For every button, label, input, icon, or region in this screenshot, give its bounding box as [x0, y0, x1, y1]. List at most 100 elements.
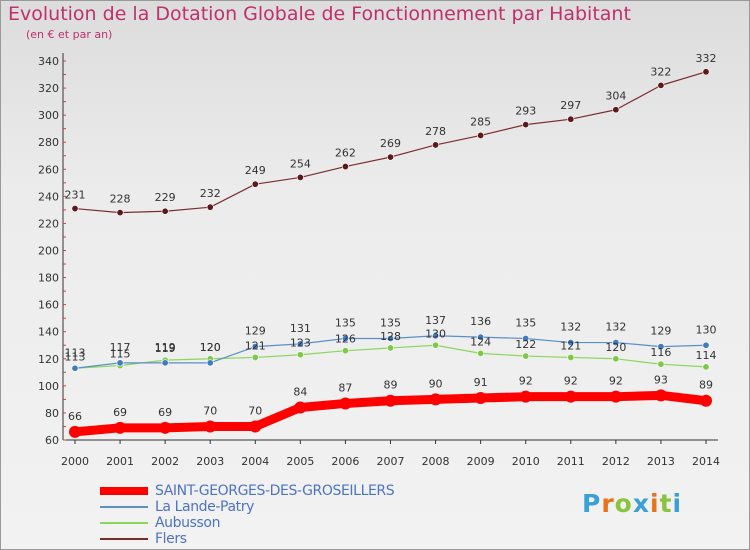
- data-point: [612, 106, 620, 114]
- data-point: [341, 163, 349, 171]
- data-label: 69: [158, 406, 172, 419]
- legend-swatch-aubusson: [100, 522, 148, 524]
- y-tick-label: 340: [38, 55, 59, 68]
- data-label: 249: [245, 164, 266, 177]
- data-label: 89: [699, 379, 713, 392]
- data-label: 229: [155, 191, 176, 204]
- data-point: [71, 364, 79, 372]
- y-tick-label: 100: [38, 380, 59, 393]
- data-label: 117: [110, 341, 131, 354]
- data-label: 135: [335, 316, 356, 329]
- data-point: [251, 180, 259, 188]
- data-label: 130: [696, 323, 717, 336]
- data-point: [657, 81, 665, 89]
- data-label: 132: [560, 321, 581, 334]
- logo-letter: i: [672, 489, 683, 518]
- x-tick-label: 2014: [692, 455, 720, 468]
- legend-label-la-lande-patry: La Lande-Patry: [155, 499, 254, 515]
- data-label: 70: [248, 404, 262, 417]
- data-point: [612, 355, 620, 363]
- y-tick-label: 140: [38, 326, 59, 339]
- data-label: 293: [515, 105, 536, 118]
- data-label: 129: [245, 325, 266, 338]
- data-point: [702, 341, 710, 349]
- x-tick-label: 2012: [602, 455, 630, 468]
- data-label: 114: [696, 349, 717, 362]
- data-point: [477, 131, 485, 139]
- data-label: 89: [384, 379, 398, 392]
- data-label: 92: [519, 375, 533, 388]
- data-point: [519, 390, 532, 403]
- x-tick-label: 2009: [467, 455, 495, 468]
- data-label: 254: [290, 157, 311, 170]
- data-label: 297: [560, 99, 581, 112]
- legend-label-saint-georges: SAINT-GEORGES-DES-GROSEILLERS: [155, 483, 395, 499]
- y-tick-label: 300: [38, 109, 59, 122]
- data-point: [386, 344, 394, 352]
- logo-letter: P: [582, 489, 602, 518]
- data-point: [700, 394, 712, 407]
- data-point: [251, 353, 259, 361]
- data-point: [522, 352, 530, 360]
- logo-letter: r: [601, 489, 615, 518]
- data-point: [206, 359, 214, 367]
- data-point: [116, 359, 124, 367]
- data-label: 135: [515, 316, 536, 329]
- data-label: 93: [654, 373, 668, 386]
- data-label: 269: [380, 137, 401, 150]
- x-tick-label: 2010: [512, 455, 540, 468]
- data-point: [477, 349, 485, 357]
- data-label: 70: [203, 404, 217, 417]
- data-point: [564, 390, 577, 403]
- data-point: [386, 153, 394, 161]
- data-label: 113: [65, 350, 86, 363]
- y-tick-label: 180: [38, 272, 59, 285]
- data-point: [296, 351, 304, 359]
- data-label: 285: [470, 115, 491, 128]
- x-tick-label: 2005: [286, 455, 314, 468]
- data-label: 132: [605, 321, 626, 334]
- legend-swatch-saint-georges: [100, 487, 148, 495]
- data-point: [657, 360, 665, 368]
- y-tick-label: 260: [38, 163, 59, 176]
- y-tick-label: 120: [38, 353, 59, 366]
- y-tick-label: 80: [45, 407, 59, 420]
- data-point: [161, 207, 169, 215]
- data-point: [432, 332, 440, 340]
- data-point: [612, 339, 620, 347]
- data-point: [339, 397, 352, 410]
- data-point: [432, 341, 440, 349]
- data-point: [567, 353, 575, 361]
- data-point: [341, 334, 349, 342]
- data-label: 119: [155, 342, 176, 355]
- legend-label-aubusson: Aubusson: [155, 515, 221, 531]
- data-label: 120: [200, 341, 221, 354]
- data-label: 124: [470, 335, 491, 348]
- data-label: 123: [290, 337, 311, 350]
- data-label: 90: [429, 377, 443, 390]
- logo-letter: x: [632, 489, 650, 518]
- legend-swatch-la-lande-patry: [100, 506, 148, 508]
- data-point: [296, 340, 304, 348]
- data-point: [477, 333, 485, 341]
- x-tick-label: 2011: [557, 455, 585, 468]
- data-point: [204, 420, 217, 433]
- x-tick-label: 2004: [241, 455, 269, 468]
- data-label: 232: [200, 187, 221, 200]
- data-point: [161, 359, 169, 367]
- data-label: 92: [609, 375, 623, 388]
- x-tick-label: 2008: [422, 455, 450, 468]
- data-label: 115: [110, 348, 131, 361]
- data-label: 66: [68, 410, 82, 423]
- data-label: 121: [245, 339, 266, 352]
- chart-title: Evolution de la Dotation Globale de Fonc…: [8, 3, 631, 25]
- y-tick-label: 220: [38, 217, 59, 230]
- data-label: 304: [605, 90, 626, 103]
- data-label: 84: [293, 386, 307, 399]
- data-point: [702, 68, 710, 76]
- x-tick-label: 2001: [106, 455, 134, 468]
- data-point: [609, 390, 622, 403]
- legend-swatch-flers: [100, 538, 148, 540]
- data-point: [386, 334, 394, 342]
- data-label: 228: [110, 193, 131, 206]
